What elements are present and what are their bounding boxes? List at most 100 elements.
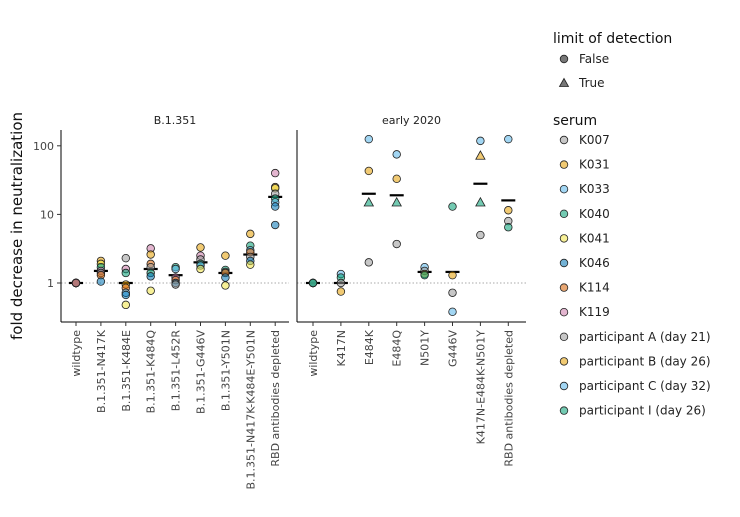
legend-swatch-icon — [559, 332, 569, 341]
data-point — [171, 264, 180, 274]
data-point — [246, 229, 255, 239]
data-point — [146, 286, 155, 295]
data-point — [121, 290, 130, 300]
x-tick-label: B.1.351-K484Q — [145, 330, 158, 414]
data-point — [196, 264, 205, 274]
legend-label: participant C (day 32) — [579, 379, 711, 393]
data-point — [504, 134, 513, 144]
legend: limit of detection False True serum K007 K031… — [553, 31, 711, 418]
facet-panel: early 2020 wildtype K417N E484K E484Q N501Y G4… — [296, 114, 526, 467]
legend-swatch-icon — [559, 184, 569, 194]
data-point — [476, 230, 485, 240]
data-point — [196, 243, 205, 252]
legend-title: serum — [553, 113, 597, 129]
data-point — [336, 287, 346, 296]
x-tick-label: E484Q — [391, 330, 404, 367]
legend-swatch-icon — [559, 258, 569, 268]
data-point — [121, 300, 130, 310]
data-point — [221, 251, 230, 260]
data-point — [475, 196, 486, 207]
data-point — [448, 307, 457, 317]
legend-swatch-icon — [559, 160, 569, 169]
data-point — [336, 278, 346, 288]
x-tick-label: B.1.351-G446V — [195, 330, 208, 414]
legend-label: False — [579, 52, 609, 66]
data-point — [364, 258, 373, 267]
y-tick-label: 1 — [47, 277, 54, 290]
y-tick-label: 100 — [33, 140, 54, 153]
legend-title: limit of detection — [553, 31, 672, 47]
data-point — [71, 278, 81, 288]
facet-panels: B.1.351 1 10 100 wildtype B.1.351-N417K B.1.35… — [33, 114, 526, 490]
legend-triangle-icon — [558, 77, 570, 87]
data-point — [448, 270, 457, 280]
legend-label: K031 — [579, 158, 610, 172]
x-tick-label: B.1.351-N417K — [95, 329, 108, 413]
x-tick-label: B.1.351-K484E — [120, 330, 133, 412]
facet-title: B.1.351 — [154, 114, 197, 127]
data-point — [392, 239, 401, 249]
legend-swatch-icon — [559, 357, 569, 366]
data-point — [308, 278, 318, 288]
data-point — [271, 168, 280, 178]
y-axis-label: fold decrease in neutralization — [8, 112, 26, 340]
data-point — [171, 280, 180, 289]
x-tick-label: N501Y — [419, 330, 432, 366]
legend-label: K033 — [579, 182, 610, 196]
data-point — [504, 223, 513, 232]
y-tick-label: 10 — [40, 208, 54, 221]
data-point — [475, 150, 486, 160]
legend-swatch-icon — [559, 283, 569, 292]
data-point — [246, 260, 255, 269]
data-point — [364, 166, 373, 176]
legend-label: K040 — [579, 207, 610, 221]
legend-swatch-icon — [559, 135, 569, 145]
data-point — [504, 206, 513, 215]
data-point — [96, 277, 106, 286]
legend-label: K007 — [579, 133, 610, 147]
x-tick-label: RBD antibodies depleted — [502, 330, 515, 467]
data-point — [391, 196, 402, 207]
data-point — [146, 272, 155, 281]
x-tick-label: RBD antibodies depleted — [269, 330, 282, 467]
legend-label: K046 — [579, 256, 610, 270]
x-tick-label: E484K — [363, 329, 376, 365]
data-point — [271, 220, 280, 230]
legend-swatch-icon — [559, 406, 569, 415]
facet-panel: B.1.351 1 10 100 wildtype B.1.351-N417K B.1.35… — [33, 114, 289, 490]
legend-label: participant I (day 26) — [579, 404, 706, 418]
x-tick-label: G446V — [447, 330, 460, 368]
x-tick-label: wildtype — [307, 330, 320, 377]
legend-label: K114 — [579, 281, 610, 295]
data-point — [392, 174, 401, 184]
x-tick-label: B.1.351-N417K-K484E-Y501N — [244, 330, 257, 490]
legend-swatch-icon — [559, 209, 569, 218]
legend-label: K119 — [579, 305, 610, 319]
data-point — [392, 150, 401, 159]
legend-label: participant B (day 26) — [579, 354, 711, 368]
data-point — [364, 134, 373, 144]
legend-circle-icon — [559, 54, 569, 64]
legend-swatch-icon — [559, 381, 569, 391]
data-point — [448, 288, 457, 297]
legend-swatch-icon — [559, 308, 569, 317]
x-tick-label: wildtype — [70, 330, 83, 377]
legend-label: participant A (day 21) — [579, 330, 711, 344]
legend-label: True — [578, 76, 605, 90]
data-point — [420, 270, 429, 280]
data-point — [121, 268, 130, 278]
legend-label: K041 — [579, 231, 610, 245]
x-tick-label: K417N-E484K-N501Y — [474, 330, 487, 445]
x-tick-label: B.1.351-L452R — [170, 330, 183, 412]
data-point — [146, 250, 155, 259]
data-point — [221, 273, 230, 282]
data-point — [363, 196, 375, 207]
x-tick-label: B.1.351-Y501N — [219, 330, 232, 411]
facet-title: early 2020 — [382, 114, 441, 127]
x-tick-label: K417N — [335, 330, 348, 366]
data-point — [271, 202, 280, 211]
legend-swatch-icon — [559, 234, 569, 243]
data-point — [221, 281, 230, 290]
data-point — [121, 253, 130, 263]
